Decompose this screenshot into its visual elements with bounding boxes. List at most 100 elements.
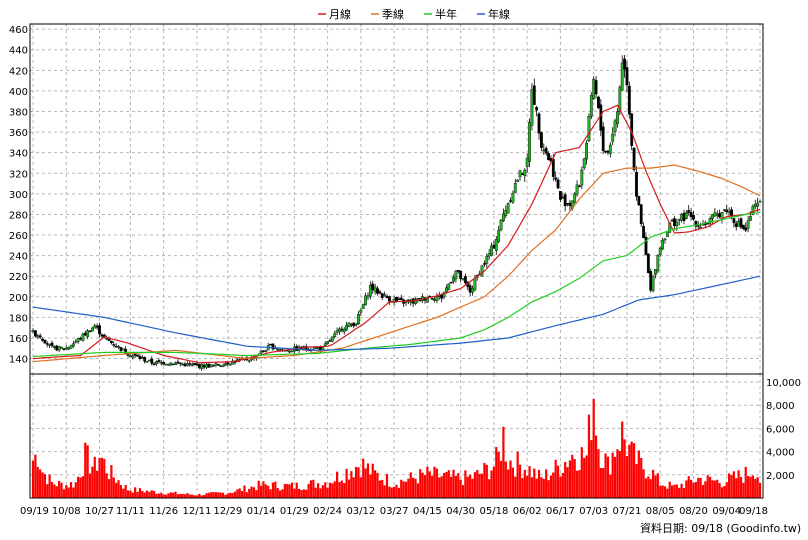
volume-bar	[39, 469, 42, 498]
volume-bar	[471, 478, 474, 498]
date-tick-label: 08/20	[679, 506, 708, 517]
volume-bar	[245, 492, 248, 498]
volume-tick-label: 10,000	[766, 378, 801, 389]
volume-bar	[376, 472, 379, 498]
volume-bar	[711, 480, 714, 498]
volume-bar	[647, 476, 650, 498]
volume-bar	[134, 487, 137, 498]
price-tick-label: 160	[9, 334, 28, 345]
volume-bar	[625, 456, 629, 498]
volume-bar	[692, 482, 695, 498]
volume-bar	[229, 492, 232, 498]
volume-bar	[561, 473, 564, 498]
volume-bar	[737, 470, 740, 498]
candle-body	[523, 169, 527, 177]
candle-body	[338, 328, 341, 332]
candle-body	[290, 350, 294, 353]
volume-bar	[668, 481, 671, 498]
candle-body	[749, 216, 752, 221]
candle-body	[442, 292, 446, 297]
candle-body	[687, 209, 691, 213]
volume-bar	[556, 465, 560, 498]
candle-body	[38, 335, 42, 338]
volume-bar	[236, 489, 239, 498]
candle-body	[658, 247, 662, 255]
candle-body	[76, 338, 80, 342]
date-tick-label: 11/11	[116, 506, 145, 517]
volume-bar	[62, 489, 65, 498]
volume-bar	[252, 487, 256, 498]
volume-bar	[167, 493, 170, 498]
candle-body	[542, 149, 546, 152]
candle-body	[449, 281, 453, 284]
volume-bar	[378, 480, 381, 498]
date-tick-label: 06/02	[513, 506, 542, 517]
candle-body	[616, 111, 619, 124]
volume-bar	[587, 414, 591, 498]
volume-bar	[457, 473, 460, 498]
candle-body	[64, 347, 68, 350]
volume-bar	[181, 493, 184, 498]
candle-body	[41, 338, 44, 341]
candle-body	[335, 330, 339, 333]
volume-bar	[533, 468, 536, 498]
volume-bar	[243, 485, 246, 498]
candle-body	[756, 203, 760, 207]
candle-body	[547, 153, 550, 161]
candle-body	[618, 87, 622, 112]
candle-body	[364, 295, 368, 306]
volume-bar	[286, 484, 289, 498]
volume-bar	[164, 494, 168, 498]
volume-bar	[41, 472, 44, 498]
ma-line-1	[32, 164, 761, 363]
candle-body	[737, 221, 741, 227]
volume-bar	[723, 486, 726, 498]
candle-body	[656, 255, 660, 272]
volume-bar	[478, 473, 481, 498]
volume-bar	[709, 476, 712, 498]
volume-bar	[359, 477, 362, 498]
volume-bar	[107, 479, 111, 498]
price-axis: 140 160 180 200 220 240 260 280 300 320 340 360 380 4…	[9, 25, 28, 365]
volume-bar	[312, 479, 315, 498]
volume-bar	[564, 461, 567, 498]
candle-body	[333, 333, 337, 338]
candle-body	[226, 362, 230, 365]
volume-bar	[431, 475, 434, 498]
candle-body	[100, 334, 104, 337]
candle-body	[183, 363, 187, 367]
candle-body	[661, 239, 664, 250]
volume-bar	[511, 467, 515, 498]
volume-bar	[122, 488, 125, 498]
price-tick-label: 380	[9, 108, 28, 119]
price-gridlines	[30, 24, 763, 374]
volume-bar	[495, 447, 498, 498]
volume-bar	[74, 482, 77, 498]
candle-body	[361, 303, 365, 309]
volume-bar	[466, 476, 469, 498]
candle-body	[532, 85, 536, 105]
volume-bar	[540, 477, 543, 498]
price-tick-label: 280	[9, 210, 28, 221]
candle-body	[490, 245, 493, 256]
candle-body	[171, 363, 175, 366]
date-tick-label: 08/05	[646, 506, 675, 517]
volume-bar	[526, 475, 529, 498]
volume-bar	[744, 466, 747, 498]
candle-body	[148, 359, 151, 362]
volume-bar	[43, 474, 46, 498]
candle-body	[725, 209, 729, 213]
volume-bar	[400, 479, 403, 498]
candle-body	[537, 113, 541, 134]
volume-bar	[183, 494, 187, 498]
volume-bar	[141, 490, 144, 498]
candle-body	[696, 225, 700, 227]
volume-bar	[100, 457, 103, 498]
volume-bar	[305, 489, 308, 498]
volume-bar	[383, 485, 386, 498]
candle-body	[378, 291, 382, 294]
volume-bar	[364, 468, 367, 498]
volume-bar	[169, 492, 172, 498]
candle-body	[43, 339, 47, 344]
volume-bar	[198, 493, 201, 498]
